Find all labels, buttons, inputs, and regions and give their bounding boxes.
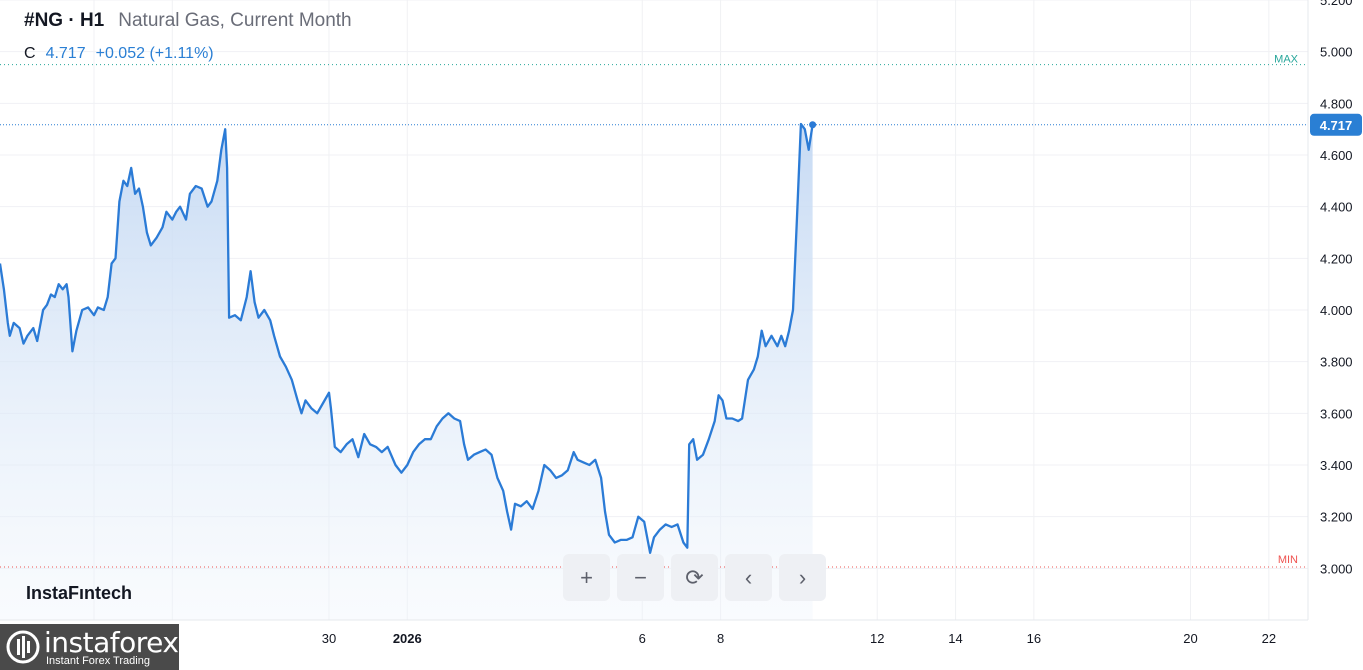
x-tick-label: 20 xyxy=(1183,631,1197,646)
price-line xyxy=(0,122,814,554)
y-tick-label: 5.200 xyxy=(1320,0,1353,8)
y-tick-label: 3.800 xyxy=(1320,355,1353,370)
max-label: MAX xyxy=(1274,54,1299,66)
last-price-dot xyxy=(809,121,817,129)
symbol-title: #NG · H1 xyxy=(24,10,105,31)
chart-header: #NG · H1 Natural Gas, Current Month xyxy=(24,10,352,32)
y-tick-label: 4.200 xyxy=(1320,251,1353,266)
chart-toolbar: + − ⟳ ‹ › xyxy=(563,554,826,601)
instaforex-logo-name: instaforex xyxy=(44,626,179,659)
last-price-badge-text: 4.717 xyxy=(1320,118,1353,133)
y-tick-label: 3.600 xyxy=(1320,406,1353,421)
symbol-description: Natural Gas, Current Month xyxy=(118,10,352,31)
chevron-left-icon: ‹ xyxy=(744,564,753,590)
close-label: C xyxy=(24,45,36,62)
x-tick-label: 16 xyxy=(1027,631,1041,646)
y-tick-label: 4.600 xyxy=(1320,148,1353,163)
y-tick-label: 5.000 xyxy=(1320,45,1353,60)
x-tick-label: 6 xyxy=(639,631,646,646)
close-change: +0.052 (+1.11%) xyxy=(95,45,214,62)
minus-icon: − xyxy=(634,564,647,590)
reset-button[interactable]: ⟳ xyxy=(671,554,718,601)
y-tick-label: 3.200 xyxy=(1320,510,1353,525)
reset-icon: ⟳ xyxy=(685,564,704,590)
chevron-right-icon: › xyxy=(798,564,807,590)
x-tick-label: 8 xyxy=(717,631,724,646)
instafintech-brand: InstaFıntech xyxy=(26,583,133,603)
scroll-right-button[interactable]: › xyxy=(779,554,826,601)
time-axis[interactable]: 2426302026681214162022 xyxy=(87,631,1276,646)
last-price-badge: 4.717 xyxy=(1310,113,1362,136)
zoom-out-button[interactable]: − xyxy=(617,554,664,601)
plus-icon: + xyxy=(580,564,593,590)
y-tick-label: 4.400 xyxy=(1320,200,1353,215)
y-tick-label: 4.000 xyxy=(1320,303,1353,318)
y-tick-label: 4.800 xyxy=(1320,96,1353,111)
x-tick-label: 2026 xyxy=(393,631,422,646)
y-tick-label: 3.400 xyxy=(1320,458,1353,473)
x-tick-label: 12 xyxy=(870,631,884,646)
quote-line: C 4.717 +0.052 (+1.11%) xyxy=(24,45,214,63)
min-label: MIN xyxy=(1278,554,1298,566)
x-tick-label: 30 xyxy=(322,631,336,646)
zoom-in-button[interactable]: + xyxy=(563,554,610,601)
x-tick-label: 14 xyxy=(948,631,962,646)
instaforex-logo[interactable]: instaforex Instant Forex Trading xyxy=(0,624,179,670)
close-value: 4.717 xyxy=(45,45,86,62)
scroll-left-button[interactable]: ‹ xyxy=(725,554,772,601)
instaforex-logo-tagline: Instant Forex Trading xyxy=(46,655,150,667)
y-tick-label: 3.000 xyxy=(1320,561,1353,576)
price-axis[interactable]: 3.000 3.200 3.400 3.600 3.800 4.000 4.200 4.400… xyxy=(1320,0,1353,576)
x-tick-label: 22 xyxy=(1262,631,1276,646)
price-area-fill xyxy=(0,124,813,620)
instaforex-mark-icon xyxy=(6,630,40,664)
